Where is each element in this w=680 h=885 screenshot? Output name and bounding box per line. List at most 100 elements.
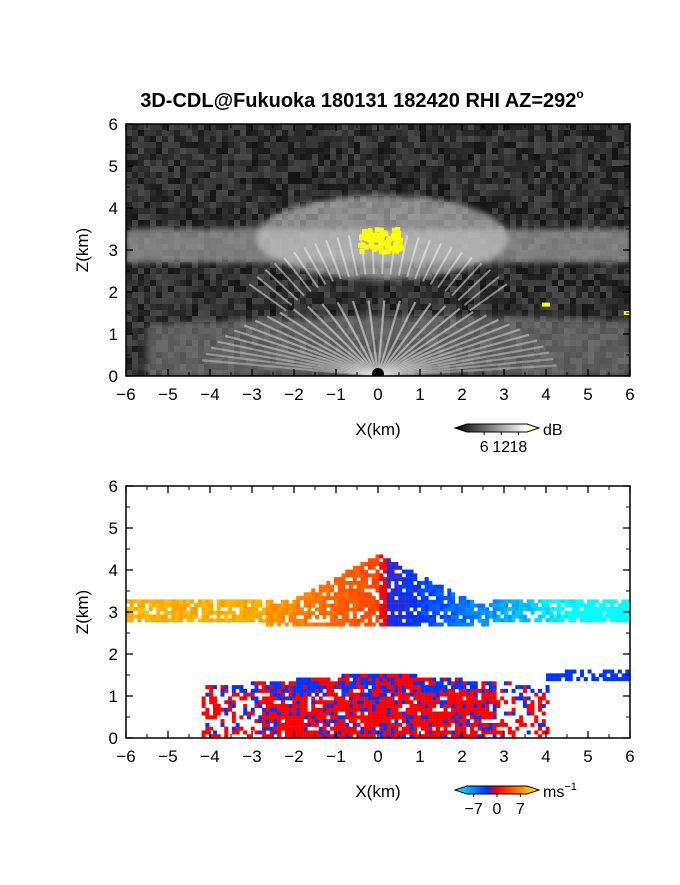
noise-cell [522, 268, 528, 274]
velocity-cell [232, 618, 236, 622]
velocity-cell [277, 611, 281, 615]
noise-cell [324, 160, 330, 166]
noise-cell [504, 130, 510, 136]
noise-cell [576, 148, 582, 154]
noise-cell [546, 274, 552, 280]
noise-cell [282, 202, 288, 208]
velocity-cell [334, 623, 338, 627]
figure-title: 3D-CDL@Fukuoka 180131 182420 RHI AZ=292o [140, 87, 584, 112]
velocity-cell [360, 581, 364, 585]
noise-cell [234, 148, 240, 154]
noise-cell [192, 220, 198, 226]
noise-cell [198, 292, 204, 298]
velocity-cell [205, 715, 209, 719]
velocity-cell [357, 619, 361, 623]
velocity-cell [202, 611, 206, 615]
noise-cell [354, 160, 360, 166]
velocity-cell [179, 603, 183, 607]
noise-cell [444, 184, 450, 190]
noise-cell [342, 286, 348, 292]
noise-cell [378, 178, 384, 184]
velocity-cell [485, 607, 489, 611]
noise-cell [198, 184, 204, 190]
noise-cell [318, 136, 324, 142]
noise-cell [486, 190, 492, 196]
noise-cell [558, 286, 564, 292]
velocity-cell [432, 615, 436, 619]
noise-cell [582, 154, 588, 160]
noise-cell [216, 298, 222, 304]
noise-cell [174, 286, 180, 292]
noise-cell [132, 340, 138, 346]
noise-cell [312, 292, 318, 298]
noise-cell [618, 268, 624, 274]
noise-cell [240, 148, 246, 154]
noise-cell [522, 286, 528, 292]
velocity-cell [360, 592, 364, 596]
noise-cell [534, 214, 540, 220]
noise-cell [570, 310, 576, 316]
noise-cell [192, 142, 198, 148]
noise-cell [486, 202, 492, 208]
noise-cell [402, 178, 408, 184]
noise-cell [330, 148, 336, 154]
velocity-cell [451, 604, 455, 608]
noise-cell [504, 286, 510, 292]
noise-cell [504, 292, 510, 298]
noise-cell [606, 262, 612, 268]
noise-cell [240, 154, 246, 160]
noise-cell [426, 184, 432, 190]
noise-cell [288, 130, 294, 136]
noise-cell [438, 130, 444, 136]
noise-cell [234, 310, 240, 316]
velocity-cell [292, 693, 296, 697]
noise-cell [390, 136, 396, 142]
noise-cell [492, 196, 498, 202]
velocity-cell [239, 689, 243, 693]
noise-cell [258, 178, 264, 184]
velocity-cell [239, 715, 243, 719]
noise-cell [234, 208, 240, 214]
noise-cell [282, 160, 288, 166]
noise-cell [306, 160, 312, 166]
velocity-cell [580, 611, 584, 615]
velocity-cell [432, 600, 436, 604]
velocity-cell [349, 581, 353, 585]
velocity-cell [410, 570, 414, 574]
noise-cell [330, 160, 336, 166]
velocity-cell [519, 615, 523, 619]
velocity-cell [564, 603, 568, 607]
velocity-cell [515, 603, 519, 607]
velocity-cell [451, 623, 455, 627]
noise-cell [570, 298, 576, 304]
noise-cell [624, 214, 630, 220]
velocity-cell [421, 604, 425, 608]
velocity-cell [485, 623, 489, 627]
noise-cell [516, 280, 522, 286]
velocity-cell [202, 599, 206, 603]
noise-cell [594, 184, 600, 190]
velocity-cell [432, 607, 436, 611]
noise-cell [606, 130, 612, 136]
noise-cell [330, 172, 336, 178]
noise-cell [150, 280, 156, 286]
velocity-cell [300, 611, 304, 615]
noise-cell [258, 262, 264, 268]
velocity-cell [530, 611, 534, 615]
noise-cell [222, 208, 228, 214]
noise-cell [132, 346, 138, 352]
noise-cell [432, 178, 438, 184]
noise-cell [234, 142, 240, 148]
noise-cell [264, 208, 270, 214]
noise-cell [138, 346, 144, 352]
noise-cell [348, 148, 354, 154]
velocity-cell [228, 618, 232, 622]
noise-cell [492, 124, 498, 130]
noise-cell [564, 304, 570, 310]
velocity-cell [251, 611, 255, 615]
velocity-cell [379, 573, 383, 577]
velocity-cell [606, 599, 610, 603]
noise-cell [588, 184, 594, 190]
noise-cell [168, 142, 174, 148]
